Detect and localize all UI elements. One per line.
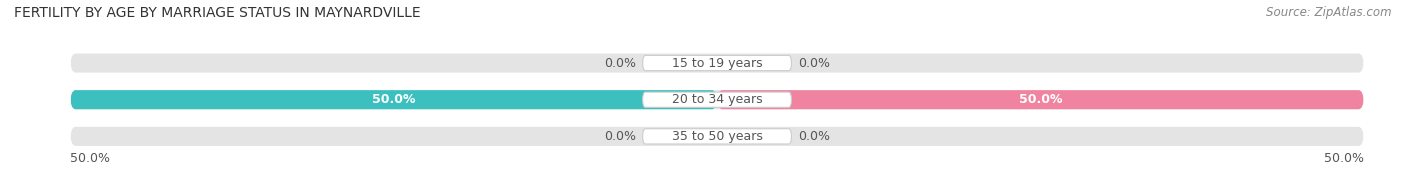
FancyBboxPatch shape — [643, 92, 792, 107]
Text: FERTILITY BY AGE BY MARRIAGE STATUS IN MAYNARDVILLE: FERTILITY BY AGE BY MARRIAGE STATUS IN M… — [14, 6, 420, 20]
FancyBboxPatch shape — [70, 90, 1364, 109]
FancyBboxPatch shape — [70, 90, 717, 109]
FancyBboxPatch shape — [70, 54, 1364, 73]
Text: 50.0%: 50.0% — [1324, 152, 1364, 165]
Text: 0.0%: 0.0% — [799, 56, 830, 70]
FancyBboxPatch shape — [643, 55, 792, 71]
Text: 0.0%: 0.0% — [605, 130, 636, 143]
Text: 50.0%: 50.0% — [70, 152, 110, 165]
Text: 15 to 19 years: 15 to 19 years — [672, 56, 762, 70]
Text: 50.0%: 50.0% — [1019, 93, 1062, 106]
Text: 35 to 50 years: 35 to 50 years — [672, 130, 762, 143]
Text: Source: ZipAtlas.com: Source: ZipAtlas.com — [1267, 6, 1392, 19]
FancyBboxPatch shape — [717, 90, 1364, 109]
FancyBboxPatch shape — [643, 129, 792, 144]
Text: 20 to 34 years: 20 to 34 years — [672, 93, 762, 106]
Text: 0.0%: 0.0% — [799, 130, 830, 143]
FancyBboxPatch shape — [70, 127, 1364, 146]
Text: 50.0%: 50.0% — [373, 93, 415, 106]
Text: 0.0%: 0.0% — [605, 56, 636, 70]
